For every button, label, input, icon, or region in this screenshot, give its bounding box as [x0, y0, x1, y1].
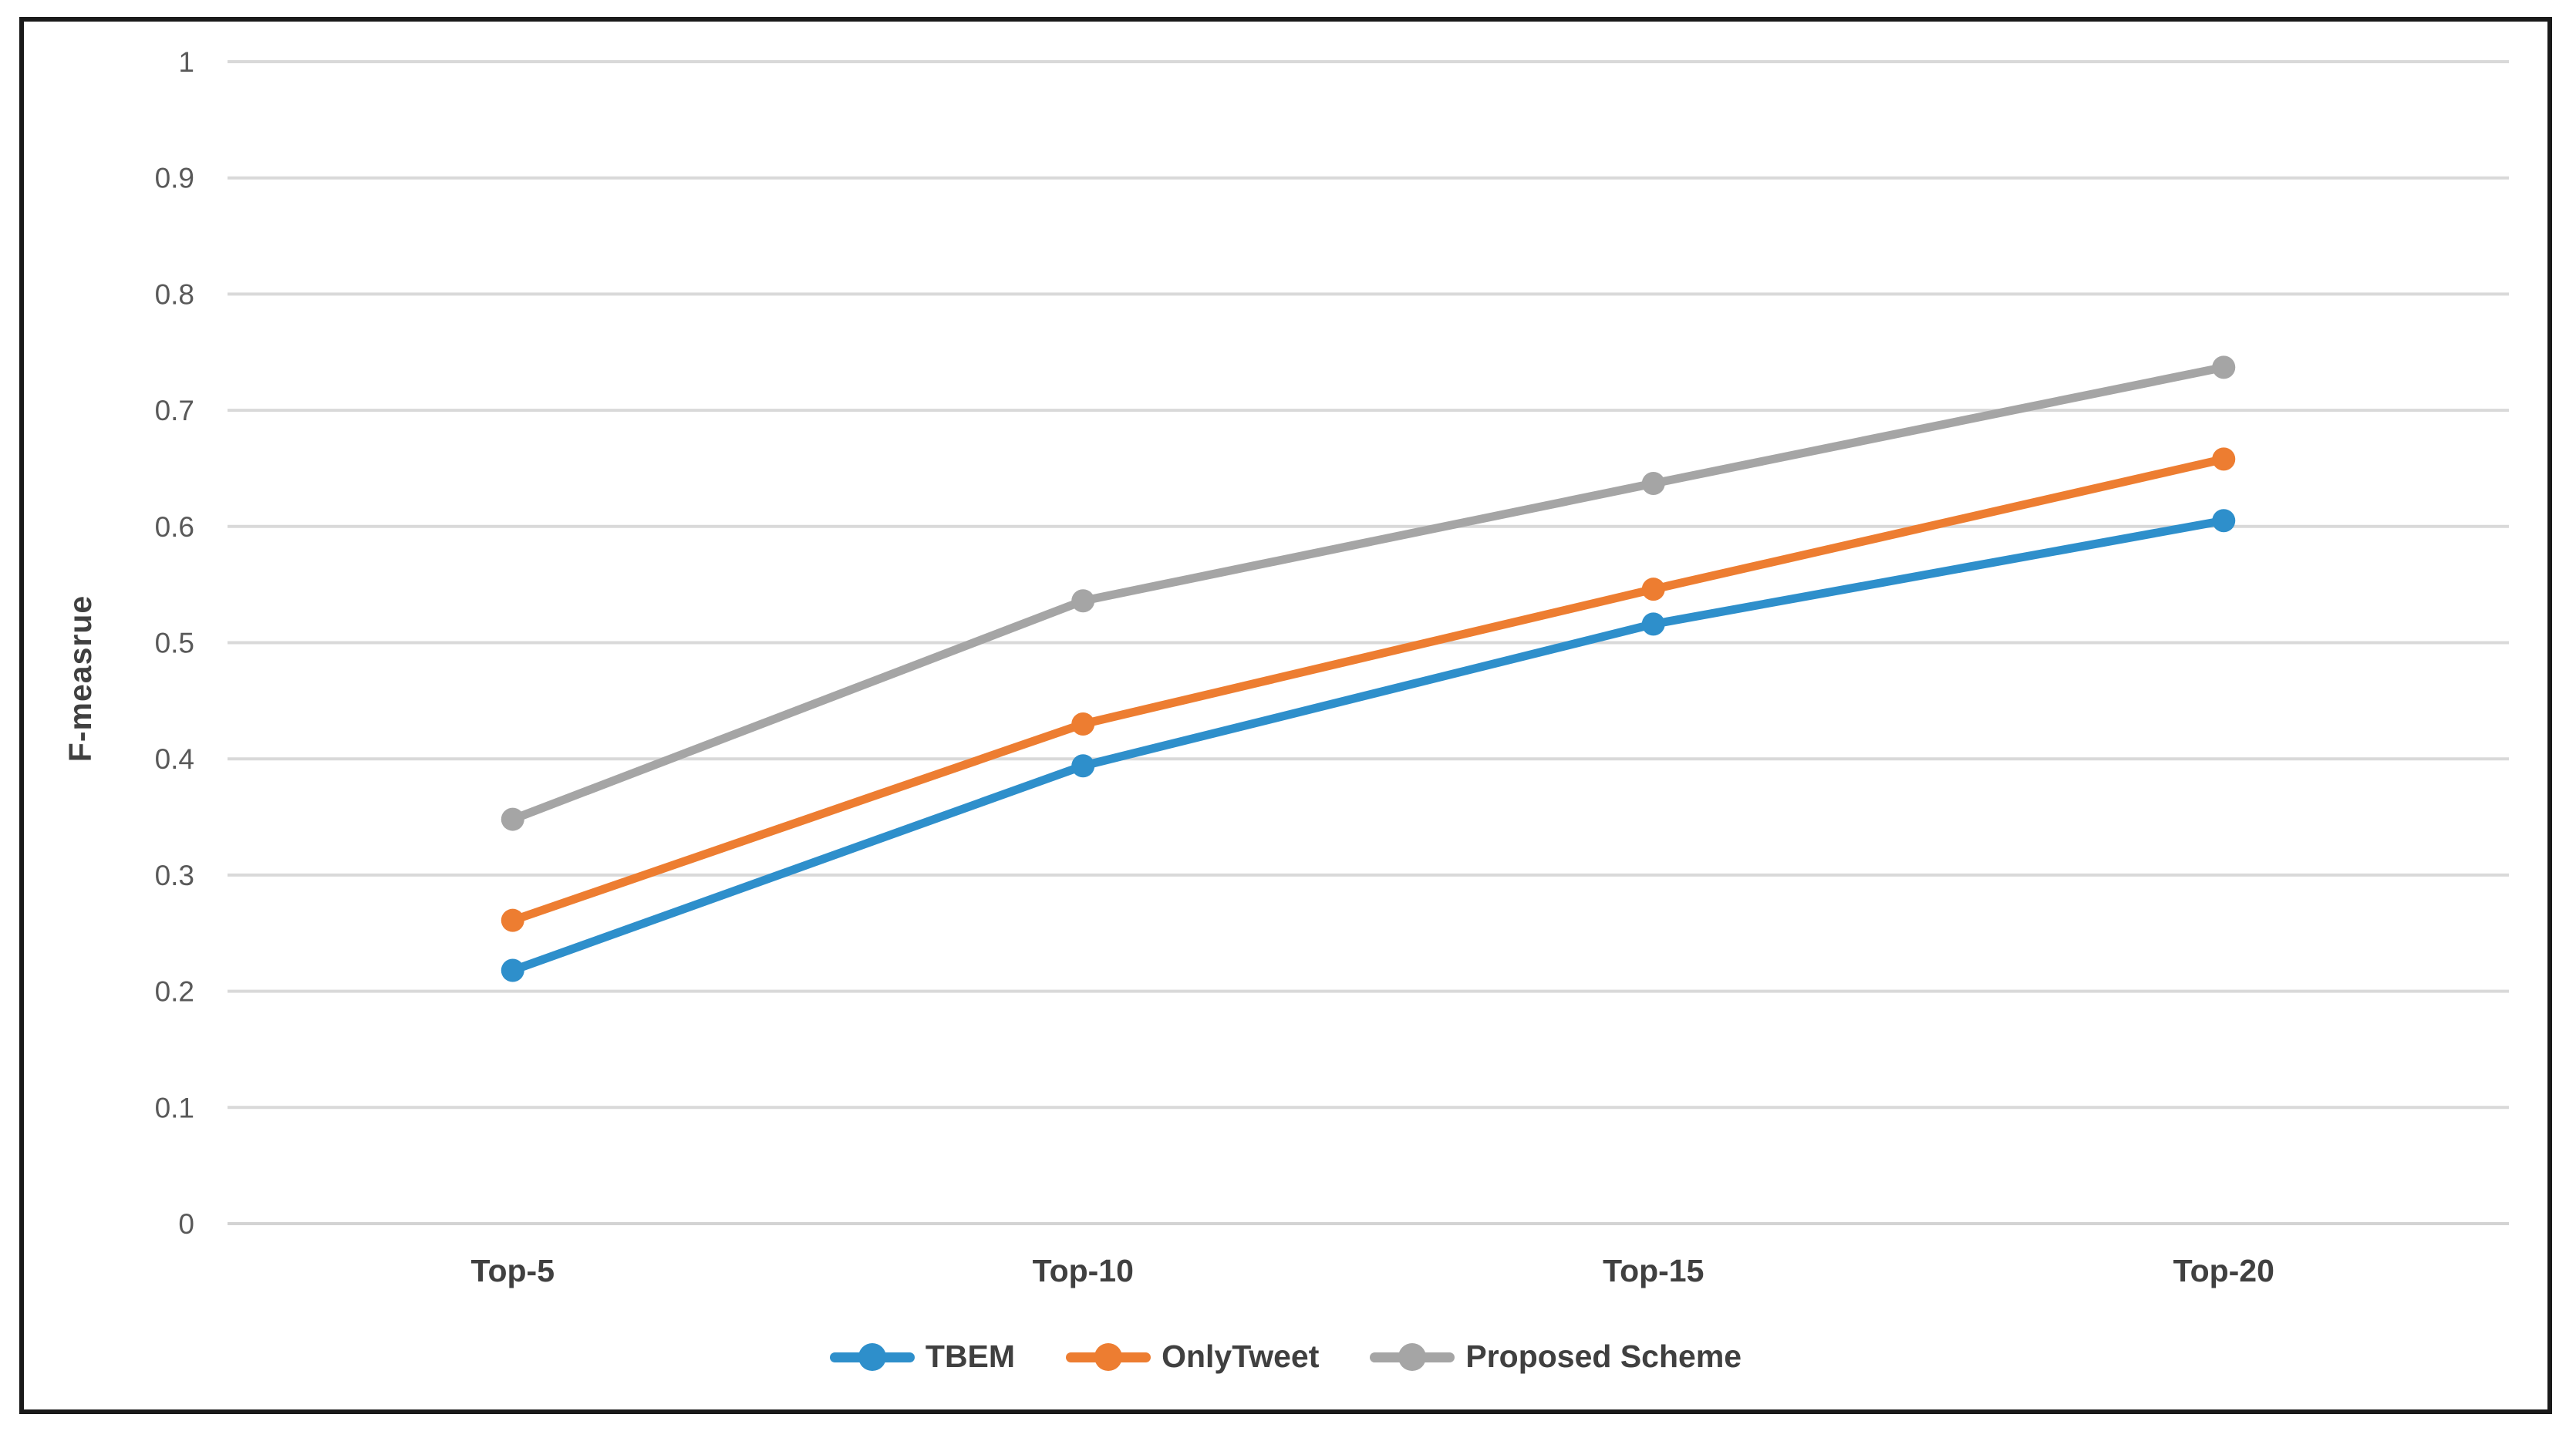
legend-line-marker-icon — [1066, 1342, 1151, 1372]
y-tick-label: 0.6 — [155, 511, 194, 543]
data-point-marker — [2212, 355, 2236, 379]
series-line-2 — [508, 362, 2228, 824]
data-point-marker — [1071, 712, 1095, 736]
x-category-label: Top-15 — [1603, 1253, 1704, 1288]
series-line-0 — [508, 516, 2228, 975]
y-tick-label: 0.2 — [155, 976, 194, 1008]
legend-item-1: OnlyTweet — [1066, 1339, 1319, 1375]
legend-item-2: Proposed Scheme — [1370, 1339, 1741, 1375]
data-point-marker — [1071, 754, 1095, 778]
legend: TBEM OnlyTweet Proposed Scheme — [22, 1339, 2550, 1375]
y-tick-label: 0.1 — [155, 1092, 194, 1123]
y-tick-label: 0.5 — [155, 628, 194, 659]
series-line-1 — [508, 454, 2228, 925]
legend-line-marker-icon — [829, 1342, 915, 1372]
data-point-marker — [1641, 472, 1665, 496]
legend-line-marker-icon — [1370, 1342, 1455, 1372]
legend-item-0: TBEM — [829, 1339, 1016, 1375]
x-category-label: Top-20 — [2173, 1253, 2274, 1288]
series-layer — [501, 355, 2236, 982]
y-tick-label: 0 — [178, 1208, 194, 1240]
legend-label: OnlyTweet — [1162, 1339, 1320, 1374]
legend-label: TBEM — [925, 1339, 1016, 1374]
y-tick-label: 0.3 — [155, 860, 194, 891]
y-tick-label: 0.7 — [155, 395, 194, 426]
data-point-marker — [1641, 578, 1665, 601]
data-point-marker — [1641, 612, 1665, 636]
legend-label: Proposed Scheme — [1465, 1339, 1742, 1374]
y-tick-label: 0.8 — [155, 278, 194, 310]
data-point-marker — [501, 908, 524, 932]
data-point-marker — [1071, 589, 1095, 613]
data-point-marker — [501, 958, 524, 982]
y-tick-label: 0.4 — [155, 743, 194, 775]
data-point-marker — [2212, 447, 2236, 471]
text-layer: 0 0.1 0.2 0.3 0.4 0.5 0.6 0.7 0.8 0.9 1 Top-5 Top-10… — [62, 46, 2274, 1288]
y-axis-title: F-measrue — [62, 595, 98, 762]
y-tick-label: 0.9 — [155, 163, 194, 194]
data-point-marker — [501, 807, 524, 831]
grid-layer — [228, 60, 2509, 1225]
figure-border — [19, 17, 2552, 1414]
x-category-label: Top-5 — [470, 1253, 555, 1288]
x-category-label: Top-10 — [1033, 1253, 1134, 1288]
y-tick-label: 1 — [178, 46, 194, 78]
data-point-marker — [2212, 509, 2236, 533]
